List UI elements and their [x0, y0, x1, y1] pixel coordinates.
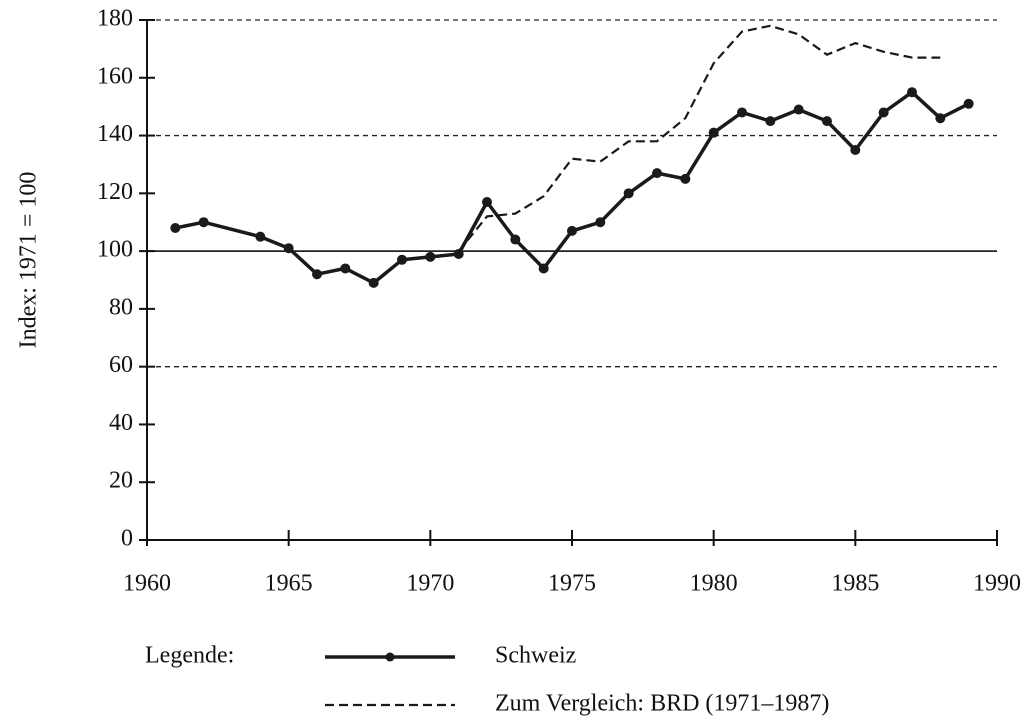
y-tick-label: 120	[97, 179, 133, 205]
y-tick-label: 40	[109, 410, 133, 436]
data-point	[425, 251, 436, 262]
data-point	[765, 116, 776, 127]
data-point	[198, 217, 209, 228]
x-tick-label: 1970	[406, 571, 454, 597]
x-tick-label: 1960	[123, 571, 171, 597]
x-tick-label: 1975	[548, 571, 596, 597]
data-point	[850, 145, 861, 155]
data-point	[538, 263, 549, 274]
y-axis-label: Index: 1971 = 100	[16, 172, 42, 349]
data-point	[935, 113, 946, 124]
y-tick-label: 180	[97, 6, 133, 32]
y-tick-label: 60	[109, 352, 133, 378]
legend-label: Zum Vergleich: BRD (1971–1987)	[495, 691, 829, 717]
y-tick-label: 160	[97, 63, 133, 89]
data-point	[623, 188, 634, 199]
legend-title: Legende:	[145, 643, 234, 669]
data-point	[453, 249, 464, 259]
y-tick-label: 20	[109, 468, 133, 494]
data-point	[397, 254, 407, 265]
x-tick-label: 1980	[690, 571, 738, 597]
y-tick-label: 80	[109, 294, 133, 320]
legend-marker	[385, 652, 395, 662]
data-point	[878, 107, 889, 118]
data-point	[312, 269, 322, 280]
data-point	[963, 98, 974, 109]
data-point	[567, 225, 577, 236]
data-point	[907, 87, 917, 98]
data-point	[737, 107, 747, 118]
y-tick-label: 0	[121, 526, 133, 552]
data-point	[170, 223, 181, 233]
data-point	[652, 168, 662, 179]
data-point	[368, 277, 379, 288]
x-tick-label: 1990	[973, 571, 1021, 597]
x-tick-label: 1985	[831, 571, 879, 597]
data-point	[340, 263, 351, 274]
data-point	[482, 197, 492, 207]
y-tick-label: 100	[97, 237, 133, 263]
series-line	[457, 24, 941, 252]
data-point	[793, 104, 804, 115]
data-point	[510, 234, 521, 245]
x-tick-label: 1965	[265, 571, 313, 597]
data-point	[822, 116, 832, 127]
data-point	[283, 243, 294, 254]
y-tick-label: 140	[97, 121, 133, 147]
series-line	[174, 90, 970, 285]
data-point	[680, 173, 691, 184]
legend-label: Schweiz	[495, 643, 576, 669]
data-point	[595, 217, 606, 228]
data-point	[708, 127, 719, 138]
data-point	[255, 231, 266, 242]
